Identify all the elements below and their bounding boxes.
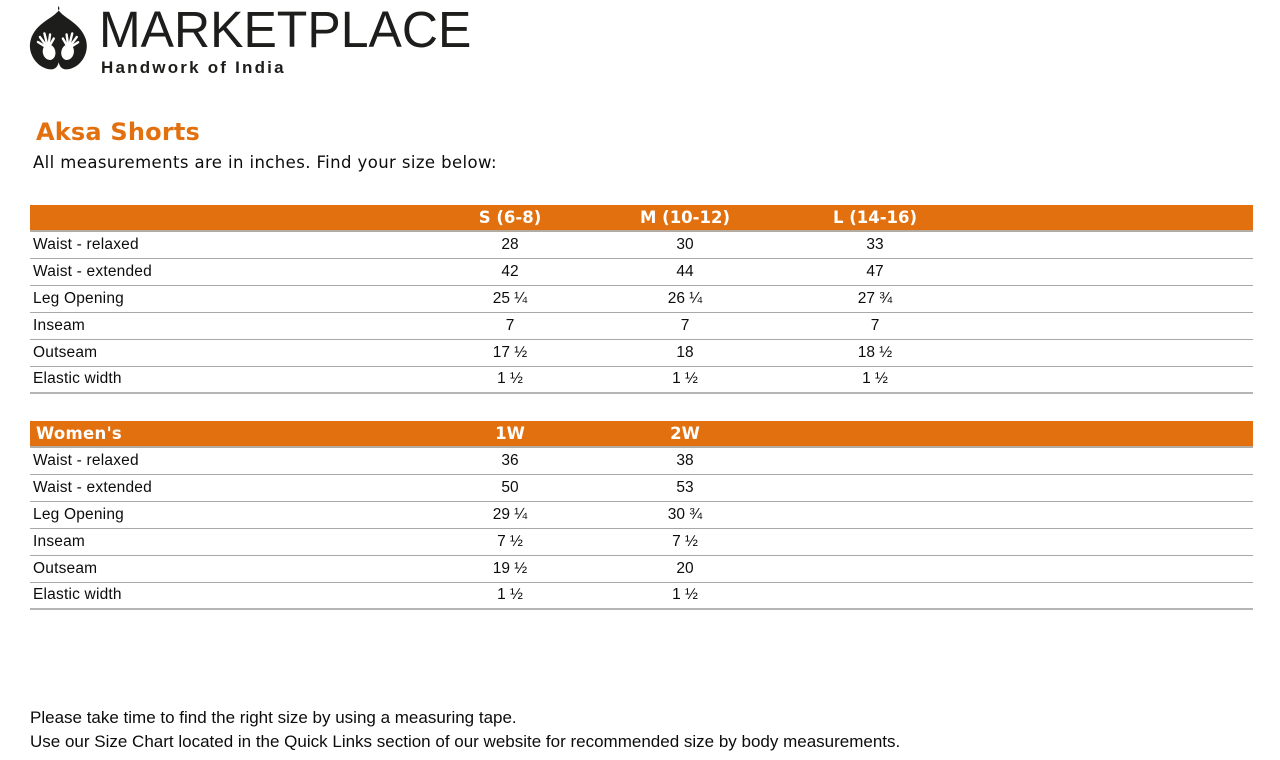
measurement-value: 29 ¼ bbox=[425, 501, 595, 529]
table-title-cell bbox=[30, 205, 425, 232]
measurement-value: 18 bbox=[595, 339, 775, 367]
measurement-value: 36 bbox=[425, 447, 595, 475]
measurement-value: 28 bbox=[425, 231, 595, 259]
size-column-header: M (10-12) bbox=[595, 205, 775, 232]
measurement-label: Waist - relaxed bbox=[30, 447, 425, 475]
header-filler bbox=[975, 205, 1253, 232]
measurement-label: Leg Opening bbox=[30, 285, 425, 313]
brand-logo: MARKETPLACE Handwork of India bbox=[25, 4, 471, 78]
measurement-row: Waist - relaxed 36 38 bbox=[30, 447, 1253, 475]
row-filler bbox=[975, 339, 1253, 367]
measurement-value: 18 ½ bbox=[775, 339, 975, 367]
footer-line-1: Please take time to find the right size … bbox=[30, 708, 517, 727]
row-filler bbox=[775, 582, 1253, 610]
measurement-value: 1 ½ bbox=[425, 582, 595, 610]
measurement-row: Waist - extended 42 44 47 bbox=[30, 258, 1253, 286]
measurement-value: 7 bbox=[425, 312, 595, 340]
brand-tagline: Handwork of India bbox=[101, 58, 286, 77]
size-table-regular: S (6-8) M (10-12) L (14-16) Waist - relaxed… bbox=[30, 205, 1253, 394]
measurement-value: 7 bbox=[595, 312, 775, 340]
size-column-header: S (6-8) bbox=[425, 205, 595, 232]
measurement-value: 50 bbox=[425, 474, 595, 502]
measurement-value: 38 bbox=[595, 447, 775, 475]
row-filler bbox=[775, 528, 1253, 556]
size-table-womens: Women's 1W 2W Waist - relaxed 36 38 Waist - ex… bbox=[30, 421, 1253, 610]
measurement-value: 33 bbox=[775, 231, 975, 259]
measurement-value: 17 ½ bbox=[425, 339, 595, 367]
measurement-value: 1 ½ bbox=[425, 366, 595, 394]
size-column-header: 2W bbox=[595, 421, 775, 448]
footer-line-2: Use our Size Chart located in the Quick … bbox=[30, 731, 901, 751]
brand-name: MARKETPLACE bbox=[99, 0, 472, 59]
row-filler bbox=[775, 501, 1253, 529]
measurement-label: Inseam bbox=[30, 312, 425, 340]
size-table-header-row: S (6-8) M (10-12) L (14-16) bbox=[30, 205, 1253, 232]
measurement-label: Leg Opening bbox=[30, 501, 425, 529]
row-filler bbox=[975, 231, 1253, 259]
measurement-label: Outseam bbox=[30, 555, 425, 583]
measurement-row: Leg Opening 25 ¼ 26 ¼ 27 ¾ bbox=[30, 285, 1253, 313]
measurement-label: Outseam bbox=[30, 339, 425, 367]
brand-text: MARKETPLACE Handwork of India bbox=[99, 4, 471, 78]
row-filler bbox=[975, 258, 1253, 286]
measurement-label: Waist - extended bbox=[30, 474, 425, 502]
measurement-value: 25 ¼ bbox=[425, 285, 595, 313]
table-title-cell: Women's bbox=[30, 421, 425, 448]
measurement-value: 30 ¾ bbox=[595, 501, 775, 529]
measurement-row: Waist - relaxed 28 30 33 bbox=[30, 231, 1253, 259]
size-column-header: 1W bbox=[425, 421, 595, 448]
measurement-value: 7 ½ bbox=[595, 528, 775, 556]
row-filler bbox=[975, 366, 1253, 394]
size-column-header: L (14-16) bbox=[775, 205, 975, 232]
row-filler bbox=[775, 447, 1253, 475]
measurement-value: 7 ½ bbox=[425, 528, 595, 556]
row-filler bbox=[975, 312, 1253, 340]
measurement-row: Leg Opening 29 ¼ 30 ¾ bbox=[30, 501, 1253, 529]
row-filler bbox=[975, 285, 1253, 313]
footer-note: Please take time to find the right size … bbox=[30, 706, 900, 753]
size-table-header-row: Women's 1W 2W bbox=[30, 421, 1253, 448]
page-subtitle: All measurements are in inches. Find you… bbox=[33, 153, 497, 172]
measurement-value: 44 bbox=[595, 258, 775, 286]
row-filler bbox=[775, 474, 1253, 502]
measurement-value: 42 bbox=[425, 258, 595, 286]
measurement-value: 19 ½ bbox=[425, 555, 595, 583]
measurement-row: Outseam 17 ½ 18 18 ½ bbox=[30, 339, 1253, 367]
measurement-value: 26 ¼ bbox=[595, 285, 775, 313]
measurement-row: Waist - extended 50 53 bbox=[30, 474, 1253, 502]
measurement-label: Waist - extended bbox=[30, 258, 425, 286]
measurement-value: 7 bbox=[775, 312, 975, 340]
measurement-label: Elastic width bbox=[30, 366, 425, 394]
measurement-label: Elastic width bbox=[30, 582, 425, 610]
measurement-value: 53 bbox=[595, 474, 775, 502]
measurement-label: Inseam bbox=[30, 528, 425, 556]
measurement-value: 1 ½ bbox=[595, 582, 775, 610]
measurement-label: Waist - relaxed bbox=[30, 231, 425, 259]
measurement-value: 20 bbox=[595, 555, 775, 583]
header-filler bbox=[775, 421, 1253, 448]
row-filler bbox=[775, 555, 1253, 583]
measurement-row: Outseam 19 ½ 20 bbox=[30, 555, 1253, 583]
page-title: Aksa Shorts bbox=[36, 118, 201, 146]
measurement-row: Inseam 7 7 7 bbox=[30, 312, 1253, 340]
measurement-value: 1 ½ bbox=[775, 366, 975, 394]
measurement-value: 47 bbox=[775, 258, 975, 286]
peepal-leaf-hands-icon bbox=[29, 6, 87, 70]
measurement-value: 27 ¾ bbox=[775, 285, 975, 313]
measurement-value: 1 ½ bbox=[595, 366, 775, 394]
measurement-value: 30 bbox=[595, 231, 775, 259]
